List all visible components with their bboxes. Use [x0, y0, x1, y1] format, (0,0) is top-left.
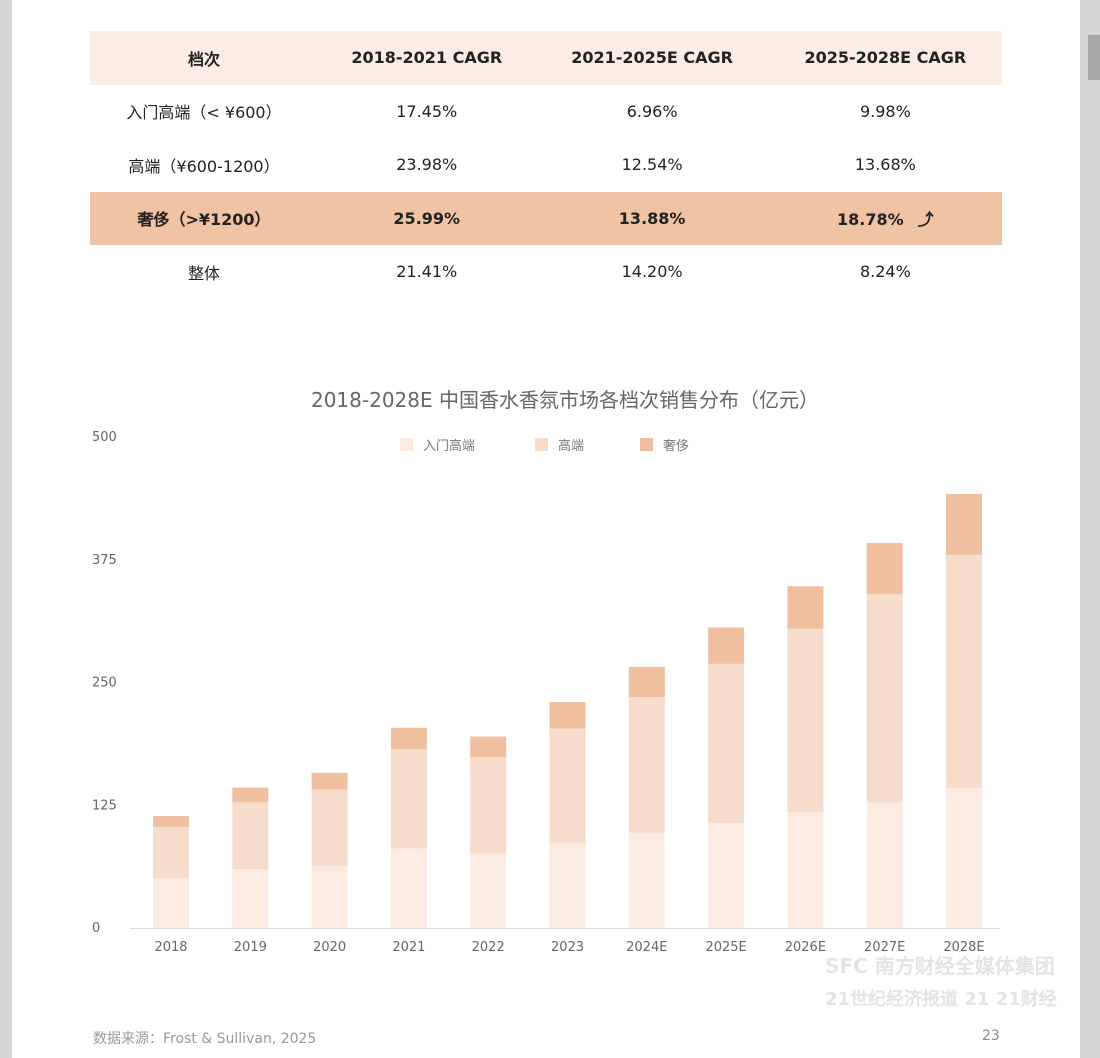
bar-2023-奢侈	[549, 702, 586, 729]
x-tick-label: 2019	[234, 940, 267, 955]
watermark-logo: 21世纪经济报道 21 21财经	[825, 989, 1057, 1010]
legend-label: 奢侈	[663, 439, 689, 454]
table-row: 整体 21.41% 14.20% 8.24%	[90, 245, 1002, 299]
up-arrow-icon: ⤴	[917, 210, 934, 230]
table-row: 入门高端（< ¥600） 17.45% 6.96% 9.98%	[90, 85, 1002, 139]
cell: 14.20%	[621, 262, 683, 282]
bar-2018-奢侈	[153, 816, 189, 827]
x-tick-label: 2023	[551, 940, 584, 955]
legend-label: 入门高端	[423, 438, 475, 454]
data-source: 数据来源：Frost & Sullivan, 2025	[93, 1031, 317, 1047]
cell: 6.96%	[626, 101, 678, 121]
bar-2020-高端	[311, 789, 348, 867]
bar-2018-高端	[153, 826, 189, 878]
watermark-logo: SFC 南方财经全媒体集团	[825, 954, 1055, 978]
bar-2026E-奢侈	[787, 586, 824, 629]
bar-2022-入门高端	[470, 853, 507, 928]
bar-2026E-入门高端	[787, 812, 824, 928]
cagr-table: 档次 2018-2021 CAGR 2021-2025E CAGR 2025-2…	[90, 31, 1002, 299]
x-tick-label: 2028E	[943, 940, 984, 955]
cell: 23.98%	[396, 155, 458, 175]
bar-2019-入门高端	[232, 869, 269, 928]
cell: 高端（¥600-1200）	[128, 156, 280, 176]
header-cell: 档次	[90, 31, 318, 85]
bar-2028E-高端	[946, 554, 982, 788]
y-tick-label: 375	[92, 553, 117, 568]
cell: 12.54%	[621, 155, 683, 175]
bar-2021-奢侈	[390, 727, 427, 750]
table-row: 高端（¥600-1200） 23.98% 12.54% 13.68%	[90, 138, 1002, 192]
bar-2027E-高端	[866, 594, 903, 803]
x-tick-label: 2025E	[705, 940, 746, 955]
bar-2024E-奢侈	[628, 666, 665, 698]
x-tick-label: 2020	[313, 940, 346, 955]
x-tick-label: 2026E	[785, 940, 826, 955]
x-tick-label: 2018	[154, 940, 187, 955]
bar-2022-高端	[470, 757, 507, 854]
bar-2020-奢侈	[311, 772, 348, 790]
page-number: 23	[982, 1028, 1000, 1044]
bar-2021-高端	[390, 749, 427, 849]
cell: 整体	[187, 263, 220, 283]
cell: 17.45%	[396, 101, 458, 121]
bar-2026E-高端	[787, 628, 824, 813]
bar-2025E-高端	[708, 663, 745, 823]
bar-2021-入门高端	[390, 848, 427, 928]
bar-2024E-高端	[628, 697, 665, 833]
bar-2028E-入门高端	[946, 787, 982, 928]
scrollbar-thumb[interactable]	[1088, 35, 1100, 80]
bar-2022-奢侈	[470, 736, 507, 758]
y-tick-label: 250	[92, 676, 117, 691]
cell: 13.88%	[535, 191, 769, 245]
y-tick-label: 500	[92, 430, 117, 445]
legend-swatch	[400, 438, 413, 451]
bar-2024E-入门高端	[628, 832, 665, 928]
header-cell: 2025-2028E CAGR	[768, 31, 1002, 85]
bar-2019-奢侈	[232, 787, 269, 803]
bar-2028E-奢侈	[946, 493, 982, 555]
cell: 21.41%	[396, 262, 458, 282]
x-tick-label: 2027E	[864, 940, 905, 955]
bar-2025E-入门高端	[708, 822, 745, 928]
cell: 奢侈（>¥1200）	[90, 191, 318, 245]
legend-swatch	[640, 438, 653, 451]
x-tick-label: 2021	[392, 940, 425, 955]
cell: 入门高端（< ¥600）	[126, 103, 282, 123]
cell: 8.24%	[859, 262, 911, 282]
legend-label: 高端	[558, 438, 584, 454]
table-header: 档次 2018-2021 CAGR 2021-2025E CAGR 2025-2…	[90, 31, 1002, 85]
bar-2018-入门高端	[153, 877, 189, 928]
bar-2023-入门高端	[549, 842, 586, 928]
x-tick-label: 2022	[472, 940, 505, 955]
bar-2025E-奢侈	[708, 627, 745, 664]
legend-swatch	[535, 438, 548, 451]
header-cell: 2018-2021 CAGR	[318, 31, 536, 85]
y-tick-label: 125	[92, 798, 117, 813]
bar-2027E-入门高端	[866, 802, 903, 928]
chart-title: 2018-2028E 中国香水香氛市场各档次销售分布（亿元）	[311, 388, 819, 412]
x-tick-label: 2024E	[626, 940, 667, 955]
bar-2020-入门高端	[311, 866, 348, 928]
cell: 13.68%	[854, 155, 916, 175]
y-tick-label: 0	[92, 921, 100, 936]
cell: 25.99%	[318, 191, 536, 245]
cell: 9.98%	[859, 101, 911, 121]
bar-2027E-奢侈	[866, 543, 903, 595]
cell-value: 18.78%	[837, 210, 904, 230]
header-cell: 2021-2025E CAGR	[535, 31, 769, 85]
cell: 18.78% ⤴	[768, 191, 1002, 245]
bar-2023-高端	[549, 728, 586, 843]
bar-2019-高端	[232, 802, 269, 870]
table-row-highlighted: 奢侈（>¥1200） 25.99% 13.88% 18.78% ⤴	[90, 191, 1002, 245]
